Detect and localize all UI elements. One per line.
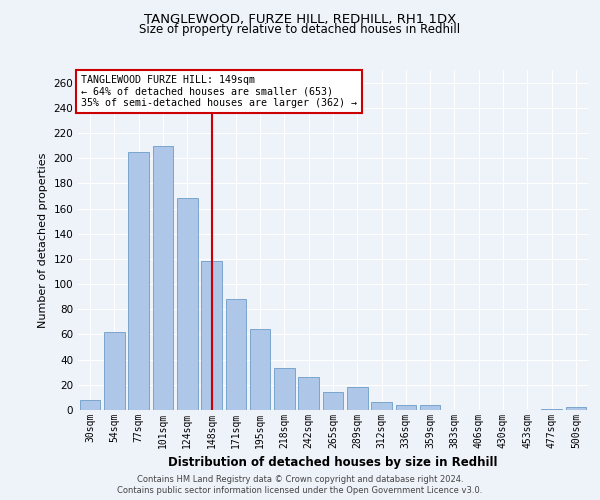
Bar: [104, 332, 125, 410]
Text: Contains public sector information licensed under the Open Government Licence v3: Contains public sector information licen…: [118, 486, 482, 495]
Bar: [566, 408, 586, 410]
Text: TANGLEWOOD FURZE HILL: 149sqm
← 64% of detached houses are smaller (653)
35% of : TANGLEWOOD FURZE HILL: 149sqm ← 64% of d…: [80, 75, 356, 108]
Bar: [395, 405, 416, 410]
Bar: [298, 378, 319, 410]
Bar: [128, 152, 149, 410]
Bar: [226, 299, 246, 410]
Y-axis label: Number of detached properties: Number of detached properties: [38, 152, 48, 328]
Text: TANGLEWOOD, FURZE HILL, REDHILL, RH1 1DX: TANGLEWOOD, FURZE HILL, REDHILL, RH1 1DX: [144, 12, 456, 26]
Bar: [152, 146, 173, 410]
Bar: [80, 400, 100, 410]
Bar: [420, 405, 440, 410]
Text: Size of property relative to detached houses in Redhill: Size of property relative to detached ho…: [139, 24, 461, 36]
Bar: [177, 198, 197, 410]
X-axis label: Distribution of detached houses by size in Redhill: Distribution of detached houses by size …: [168, 456, 498, 469]
Text: Contains HM Land Registry data © Crown copyright and database right 2024.: Contains HM Land Registry data © Crown c…: [137, 475, 463, 484]
Bar: [347, 388, 368, 410]
Bar: [371, 402, 392, 410]
Bar: [323, 392, 343, 410]
Bar: [201, 262, 222, 410]
Bar: [541, 408, 562, 410]
Bar: [274, 368, 295, 410]
Bar: [250, 330, 271, 410]
